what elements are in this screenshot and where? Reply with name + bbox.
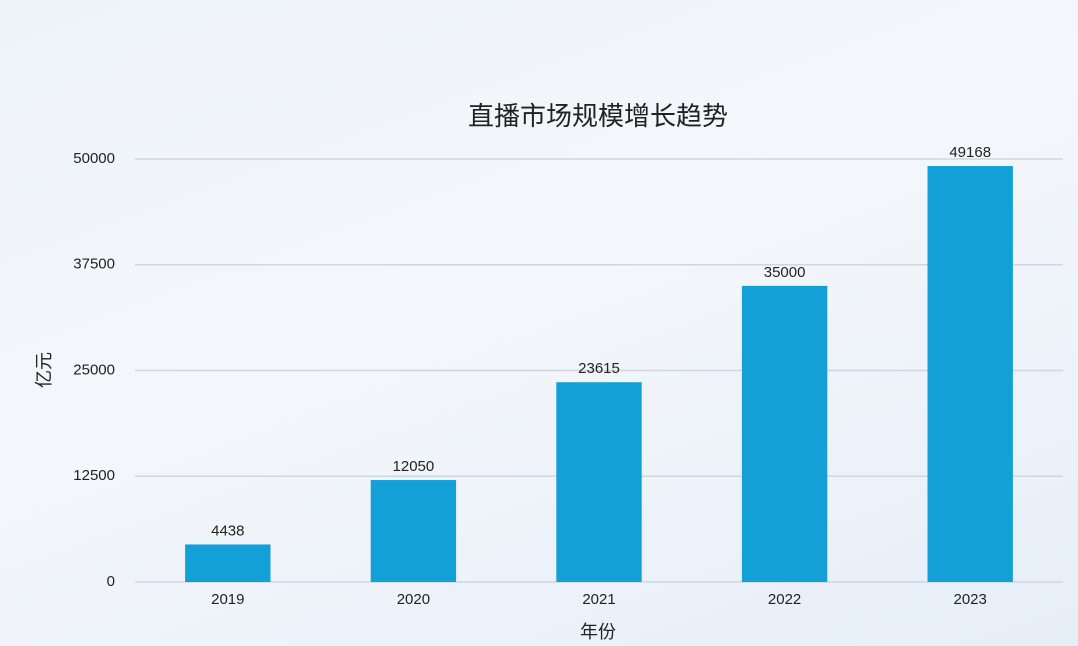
x-tick-label: 2019 bbox=[211, 591, 244, 608]
value-label: 4438 bbox=[211, 522, 244, 539]
bar bbox=[927, 166, 1013, 582]
x-axis-label: 年份 bbox=[580, 622, 616, 642]
y-tick-label: 25000 bbox=[73, 361, 115, 378]
x-tick-label: 2020 bbox=[397, 591, 430, 608]
value-label: 49168 bbox=[949, 144, 991, 161]
bar bbox=[370, 480, 457, 582]
x-tick-label: 2022 bbox=[768, 591, 801, 608]
bar bbox=[185, 544, 271, 582]
value-label: 12050 bbox=[393, 458, 435, 475]
value-label: 23615 bbox=[578, 360, 620, 377]
bar bbox=[741, 285, 828, 582]
y-tick-label: 0 bbox=[107, 573, 115, 590]
bar bbox=[556, 382, 642, 582]
y-tick-label: 12500 bbox=[73, 467, 115, 484]
y-tick-label: 37500 bbox=[73, 256, 115, 273]
x-tick-label: 2023 bbox=[954, 591, 987, 608]
x-tick-label: 2021 bbox=[582, 591, 615, 608]
value-label: 35000 bbox=[764, 264, 806, 281]
y-axis-label: 亿元 bbox=[34, 352, 54, 388]
y-tick-label: 50000 bbox=[73, 150, 115, 167]
chart-title: 直播市场规模增长趋势 bbox=[468, 101, 728, 131]
